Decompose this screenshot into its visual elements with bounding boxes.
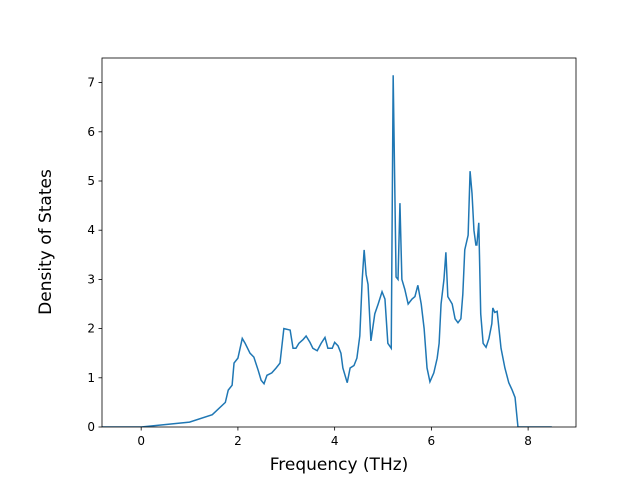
- y-tick-label: 3: [87, 272, 95, 286]
- x-tick-label: 2: [234, 434, 242, 448]
- y-tick-label: 4: [87, 223, 95, 237]
- x-tick-label: 0: [137, 434, 145, 448]
- plot-frame: [101, 57, 577, 428]
- x-tick-label: 6: [428, 434, 436, 448]
- y-tick-label: 2: [87, 322, 95, 336]
- y-tick-label: 6: [87, 125, 95, 139]
- y-tick-label: 7: [87, 76, 95, 90]
- y-tick-label: 0: [87, 420, 95, 434]
- data-line: [102, 75, 552, 427]
- y-tick-label: 1: [87, 371, 95, 385]
- x-tick-label: 8: [524, 434, 532, 448]
- y-axis-label: Density of States: [36, 169, 56, 315]
- y-tick-label: 5: [87, 174, 95, 188]
- x-axis-label: Frequency (THz): [270, 455, 409, 475]
- x-tick-label: 4: [331, 434, 339, 448]
